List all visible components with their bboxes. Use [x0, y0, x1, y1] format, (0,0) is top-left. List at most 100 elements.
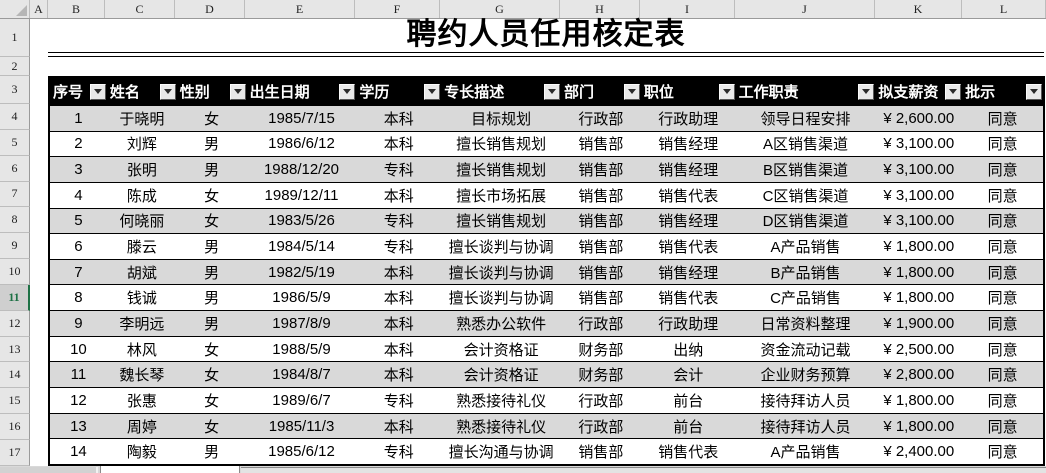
table-cell[interactable]: 于晓明: [119, 110, 165, 128]
column-header-B[interactable]: B: [48, 0, 105, 18]
table-cell[interactable]: 熟悉办公软件: [456, 315, 547, 333]
table-cell[interactable]: 擅长销售规划: [456, 136, 547, 154]
table-cell[interactable]: A区销售渠道: [762, 136, 848, 154]
table-cell[interactable]: 本科: [383, 290, 414, 308]
table-cell[interactable]: 同意: [987, 110, 1018, 128]
table-cell[interactable]: 女: [204, 213, 220, 231]
row-header-12[interactable]: 12: [0, 310, 30, 337]
table-cell[interactable]: 销售代表: [658, 239, 719, 257]
table-cell[interactable]: 日常资料整理: [760, 315, 851, 333]
table-cell[interactable]: 同意: [987, 213, 1018, 231]
table-cell[interactable]: 本科: [383, 136, 414, 154]
table-cell[interactable]: 周婷: [126, 418, 157, 436]
table-cell[interactable]: 会计资格证: [463, 341, 539, 359]
table-cell[interactable]: 女: [204, 341, 220, 359]
filter-dropdown-button[interactable]: [159, 83, 176, 100]
table-cell[interactable]: 销售部: [578, 239, 624, 257]
active-sheet-tab[interactable]: [100, 466, 240, 473]
table-cell[interactable]: A产品销售: [770, 239, 841, 257]
table-cell[interactable]: 何晓丽: [119, 213, 165, 231]
table-cell[interactable]: 1982/5/19: [268, 263, 335, 281]
select-all-button[interactable]: [0, 0, 30, 18]
table-cell[interactable]: ¥ 1,800.00: [883, 391, 955, 409]
table-cell[interactable]: 行政部: [578, 392, 624, 410]
row-header-10[interactable]: 10: [0, 259, 30, 285]
table-cell[interactable]: 同意: [987, 187, 1018, 205]
table-cell[interactable]: 目标规划: [471, 110, 532, 128]
table-cell[interactable]: 销售经理: [658, 264, 719, 282]
table-cell[interactable]: 前台: [673, 418, 704, 436]
row-header-8[interactable]: 8: [0, 207, 30, 234]
table-cell[interactable]: 本科: [383, 110, 414, 128]
horizontal-scrollbar-track[interactable]: [241, 467, 1046, 473]
table-cell[interactable]: ¥ 1,800.00: [883, 238, 955, 256]
table-cell[interactable]: 企业财务预算: [760, 367, 851, 385]
table-cell[interactable]: 擅长谈判与协调: [448, 239, 554, 257]
column-header-G[interactable]: G: [440, 0, 560, 18]
table-cell[interactable]: 行政部: [578, 418, 624, 436]
table-cell[interactable]: 熟悉接待礼仪: [456, 418, 547, 436]
table-cell[interactable]: 行政部: [578, 315, 624, 333]
table-cell[interactable]: 1985/7/15: [268, 109, 335, 127]
table-cell[interactable]: 销售经理: [658, 213, 719, 231]
table-cell[interactable]: ¥ 2,400.00: [883, 443, 955, 461]
table-cell[interactable]: 财务部: [578, 341, 624, 359]
table-cell[interactable]: 财务部: [578, 367, 624, 385]
table-cell[interactable]: 1984/8/7: [272, 366, 331, 384]
row-header-16[interactable]: 16: [0, 414, 30, 440]
table-cell[interactable]: 女: [204, 367, 220, 385]
column-header-D[interactable]: D: [175, 0, 245, 18]
table-cell[interactable]: 同意: [987, 341, 1018, 359]
table-cell[interactable]: 同意: [987, 418, 1018, 436]
table-cell[interactable]: 女: [204, 187, 220, 205]
filter-dropdown-button[interactable]: [945, 83, 962, 100]
table-cell[interactable]: 1985/11/3: [268, 417, 335, 435]
table-cell[interactable]: 擅长销售规划: [456, 162, 547, 180]
table-cell[interactable]: 销售经理: [658, 136, 719, 154]
table-cell[interactable]: 11: [70, 366, 87, 384]
table-cell[interactable]: 领导日程安排: [760, 110, 851, 128]
table-cell[interactable]: 销售代表: [658, 290, 719, 308]
table-cell[interactable]: A产品销售: [770, 444, 841, 462]
table-cell[interactable]: 4: [74, 186, 83, 204]
table-cell[interactable]: 专科: [383, 444, 414, 462]
table-cell[interactable]: ¥ 1,800.00: [883, 417, 955, 435]
table-cell[interactable]: 销售部: [578, 136, 624, 154]
table-cell[interactable]: 男: [204, 444, 220, 462]
table-cell[interactable]: 8: [74, 289, 83, 307]
table-cell[interactable]: 销售代表: [658, 187, 719, 205]
table-cell[interactable]: 5: [74, 212, 83, 230]
table-cell[interactable]: 擅长市场拓展: [456, 187, 547, 205]
table-cell[interactable]: 销售部: [578, 444, 624, 462]
table-cell[interactable]: B产品销售: [770, 264, 841, 282]
filter-dropdown-button[interactable]: [424, 83, 441, 100]
table-cell[interactable]: 14: [70, 443, 87, 461]
table-cell[interactable]: 1: [74, 109, 83, 127]
table-cell[interactable]: ¥ 1,900.00: [883, 314, 955, 332]
table-cell[interactable]: 本科: [383, 264, 414, 282]
table-cell[interactable]: 销售部: [578, 264, 624, 282]
table-cell[interactable]: 本科: [383, 418, 414, 436]
table-cell[interactable]: 3: [74, 161, 83, 179]
table-cell[interactable]: 7: [74, 263, 83, 281]
filter-dropdown-button[interactable]: [1026, 83, 1043, 100]
table-cell[interactable]: 1988/12/20: [263, 161, 340, 179]
row-header-11[interactable]: 11: [0, 284, 30, 311]
table-cell[interactable]: 本科: [383, 367, 414, 385]
table-cell[interactable]: ¥ 2,800.00: [883, 366, 955, 384]
table-cell[interactable]: 6: [74, 238, 83, 256]
table-cell[interactable]: 出纳: [673, 341, 704, 359]
filter-dropdown-button[interactable]: [229, 83, 246, 100]
column-header-H[interactable]: H: [560, 0, 640, 18]
table-cell[interactable]: 9: [74, 314, 83, 332]
table-cell[interactable]: 男: [204, 239, 220, 257]
filter-dropdown-button[interactable]: [858, 83, 875, 100]
table-cell[interactable]: 同意: [987, 136, 1018, 154]
table-cell[interactable]: ¥ 3,100.00: [883, 161, 955, 179]
table-cell[interactable]: 陈成: [126, 187, 157, 205]
table-cell[interactable]: 张明: [126, 162, 157, 180]
row-header-14[interactable]: 14: [0, 362, 30, 389]
table-cell[interactable]: 胡斌: [126, 264, 157, 282]
table-cell[interactable]: 张惠: [126, 392, 157, 410]
table-cell[interactable]: 同意: [987, 444, 1018, 462]
